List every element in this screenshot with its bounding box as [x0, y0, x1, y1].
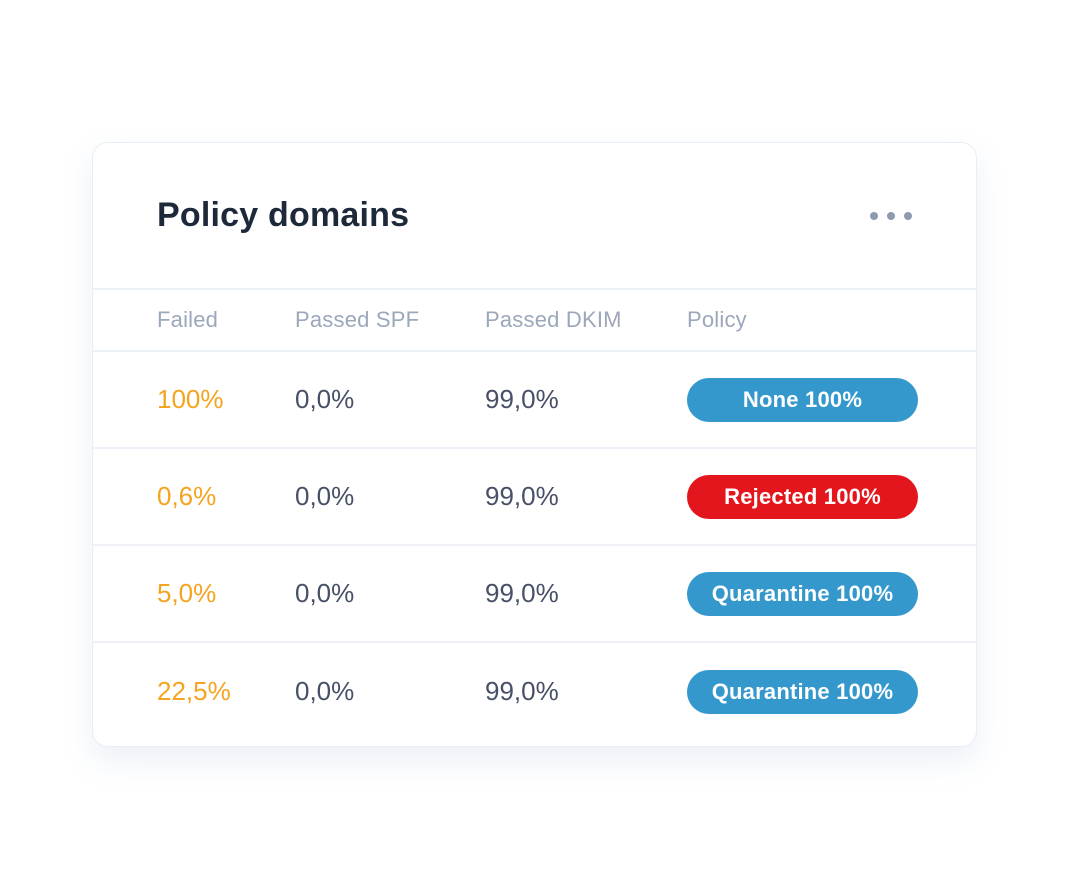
failed-value: 22,5% [157, 676, 231, 706]
column-header-passed-dkim: Passed DKIM [485, 307, 622, 332]
column-header-failed: Failed [157, 307, 219, 332]
ellipsis-icon [904, 211, 912, 220]
column-header-passed-spf: Passed SPF [295, 307, 420, 332]
passed-spf-value: 0,0% [295, 384, 355, 414]
passed-dkim-value: 99,0% [485, 578, 559, 608]
card-header: Policy domains [93, 143, 976, 288]
table-row: 0,6% 0,0% 99,0% Rejected 100% [93, 449, 976, 546]
table-header-row: Failed Passed SPF Passed DKIM Policy [93, 288, 976, 352]
passed-dkim-value: 99,0% [485, 481, 559, 511]
passed-spf-value: 0,0% [295, 481, 355, 511]
table-row: 5,0% 0,0% 99,0% Quarantine 100% [93, 546, 976, 643]
card-options-button[interactable] [868, 202, 914, 230]
policy-domains-card: Policy domains Failed Passed SPF Passed … [92, 142, 977, 747]
passed-spf-value: 0,0% [295, 578, 355, 608]
table-row: 100% 0,0% 99,0% None 100% [93, 352, 976, 449]
passed-dkim-value: 99,0% [485, 384, 559, 414]
column-header-policy: Policy [687, 307, 747, 332]
page-title: Policy domains [157, 196, 410, 234]
policy-badge[interactable]: Rejected 100% [687, 474, 918, 519]
passed-spf-value: 0,0% [295, 676, 355, 706]
table-row: 22,5% 0,0% 99,0% Quarantine 100% [93, 643, 976, 740]
failed-value: 5,0% [157, 578, 217, 608]
failed-value: 0,6% [157, 481, 217, 511]
passed-dkim-value: 99,0% [485, 676, 559, 706]
failed-value: 100% [157, 384, 224, 414]
policy-badge[interactable]: None 100% [687, 377, 918, 422]
ellipsis-icon [887, 211, 895, 220]
ellipsis-icon [870, 211, 878, 220]
policy-badge[interactable]: Quarantine 100% [687, 669, 918, 714]
policy-badge[interactable]: Quarantine 100% [687, 571, 918, 616]
